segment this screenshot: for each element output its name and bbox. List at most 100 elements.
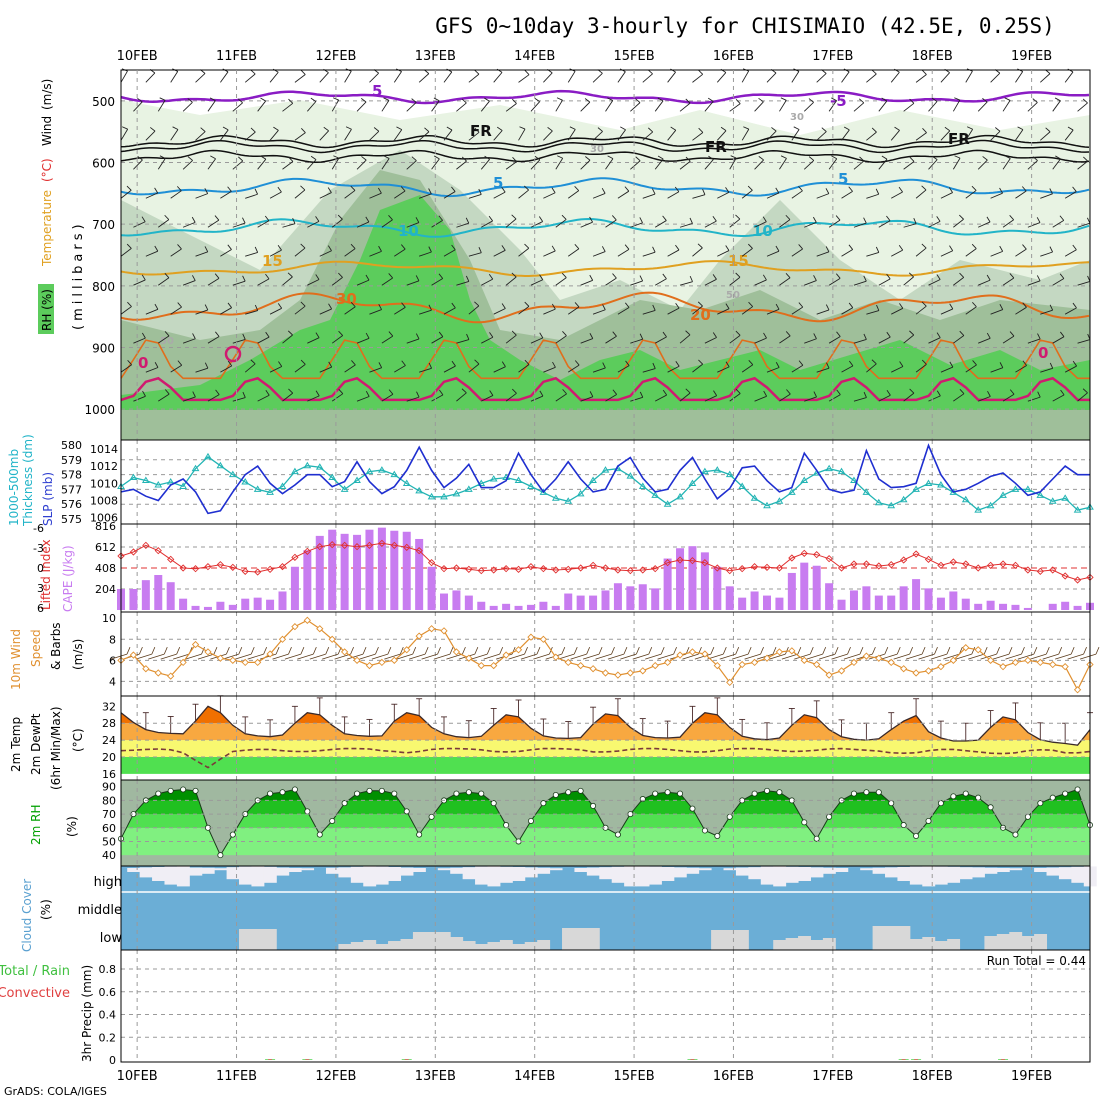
thickness-point [837, 467, 846, 475]
wind-barb [828, 158, 838, 170]
wind10-barb-flag [847, 646, 851, 655]
wind10-point [949, 656, 957, 664]
wind-barb [903, 276, 914, 286]
wind-barb-flag [601, 246, 606, 252]
wind-barb [505, 334, 517, 344]
wind10-point [291, 622, 299, 631]
wind-barb-flag [122, 126, 128, 130]
li-point [1036, 567, 1044, 575]
wind-barb-flag [747, 185, 753, 191]
wind10-point [229, 656, 237, 664]
rh2-point [614, 831, 621, 838]
wind-barb [493, 366, 506, 373]
wind10-point [986, 656, 995, 664]
wind10-barb [322, 653, 339, 660]
wind-barb [456, 160, 467, 170]
wind10-barb-flag [934, 646, 938, 655]
wind10-barb [558, 653, 575, 660]
precip-ylabel: 3hr Precip (mm) [80, 965, 94, 1062]
wind-barb [779, 277, 791, 286]
wind-barb [605, 219, 617, 228]
wind-barb [716, 130, 727, 141]
wind-barb [853, 102, 865, 112]
cloud-low-peak [412, 932, 426, 950]
wind10-barb-flag [213, 646, 218, 655]
rh2-point [751, 790, 758, 797]
wind-barb [158, 393, 170, 402]
wind10-barb-flag [747, 646, 752, 655]
wind-barb-flag [1032, 98, 1038, 103]
wind-barb [555, 335, 567, 344]
wind-barb [704, 337, 717, 344]
thickness-point [241, 478, 250, 485]
wind-barb-flag [735, 388, 741, 394]
wind-barb [356, 101, 367, 112]
rh2-point [565, 789, 572, 796]
wind-barb-flag [652, 362, 656, 369]
wind-barb [940, 366, 954, 373]
date-label-bottom: 15FEB [613, 1069, 654, 1084]
wind10-point [465, 654, 473, 662]
li-point [427, 559, 436, 567]
wind-barb [1027, 222, 1041, 228]
wind-barb-flag [798, 186, 803, 192]
rh2-point [403, 808, 410, 815]
wind-barb [269, 130, 279, 141]
wind-barb-flag [1009, 273, 1015, 279]
cape-bar [862, 586, 871, 610]
wind-barb-flag [758, 97, 764, 103]
wind-barb-flag [712, 274, 717, 280]
wind-barb [331, 335, 343, 344]
wind-barb [978, 396, 991, 402]
wind-barb-flag [150, 127, 156, 132]
cloud-high-bar [288, 868, 302, 872]
cape-bar [489, 605, 498, 610]
date-label-top: 13FEB [415, 49, 456, 64]
wind-barb-flag [871, 69, 877, 75]
wind10-point [813, 660, 821, 669]
wind-barb [431, 158, 440, 170]
wind-barb [120, 364, 132, 373]
wind-barb-flag [164, 331, 170, 337]
li-ytick: 6 [37, 602, 44, 615]
wind-barb-flag [825, 188, 830, 194]
wind-barb-flag [735, 330, 741, 336]
upper-ytick: 500 [92, 95, 115, 109]
thickness-point [750, 494, 759, 501]
cape-bar [912, 579, 921, 610]
wind-barb-flag [338, 388, 344, 394]
wind-barb-flag [561, 272, 567, 278]
wind-barb [543, 366, 556, 373]
wind-barb [766, 308, 780, 315]
wind-barb [891, 307, 904, 315]
rh2-point [801, 819, 808, 826]
wind-barb-flag [624, 302, 630, 308]
wind-barb [182, 280, 196, 286]
rh2-point [354, 790, 361, 797]
wind-barb [394, 248, 406, 257]
wind10-barb-flag [250, 646, 255, 655]
wind-barb-flag [826, 362, 830, 369]
precip-ytick: 0.2 [99, 1031, 117, 1044]
wind-barb [232, 280, 246, 286]
wind-barb-flag [936, 390, 941, 397]
wind-barb [182, 221, 196, 228]
thickness-point [365, 467, 374, 475]
thickness-point [589, 476, 597, 484]
wind-barb-flag [835, 215, 841, 221]
wind-barb-flag [612, 389, 617, 395]
wind-barb [518, 189, 529, 199]
wind-barb-flag [172, 126, 179, 130]
wind-barb-flag [1059, 331, 1065, 337]
wind-barb [145, 250, 158, 257]
wind-barb [1052, 278, 1065, 286]
upper-ytick: 900 [92, 342, 115, 356]
wind-barb-flag [908, 272, 914, 278]
rh2-point [503, 822, 510, 829]
wind-barb [866, 310, 880, 315]
wind-barb [381, 277, 393, 286]
wind-barb [456, 392, 467, 402]
thickness-point [539, 488, 548, 495]
wind-barb-flag [539, 332, 544, 339]
cape-bar [750, 591, 759, 610]
